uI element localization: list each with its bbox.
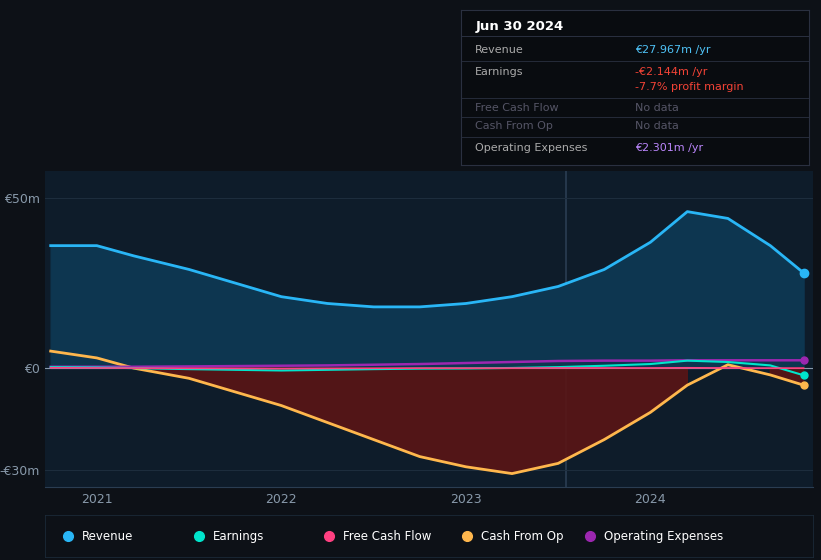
Text: Revenue: Revenue xyxy=(82,530,133,543)
Text: Free Cash Flow: Free Cash Flow xyxy=(343,530,431,543)
Text: Revenue: Revenue xyxy=(475,45,524,55)
Text: Free Cash Flow: Free Cash Flow xyxy=(475,102,559,113)
Text: -7.7% profit margin: -7.7% profit margin xyxy=(635,82,744,92)
Text: €2.301m /yr: €2.301m /yr xyxy=(635,143,703,153)
Text: Operating Expenses: Operating Expenses xyxy=(604,530,723,543)
Text: Jun 30 2024: Jun 30 2024 xyxy=(475,20,563,34)
Text: No data: No data xyxy=(635,102,679,113)
Text: -€2.144m /yr: -€2.144m /yr xyxy=(635,67,708,77)
Text: €27.967m /yr: €27.967m /yr xyxy=(635,45,710,55)
Text: Earnings: Earnings xyxy=(213,530,264,543)
Text: Operating Expenses: Operating Expenses xyxy=(475,143,588,153)
Text: Cash From Op: Cash From Op xyxy=(475,122,553,131)
Text: No data: No data xyxy=(635,122,679,131)
Text: Cash From Op: Cash From Op xyxy=(481,530,564,543)
Text: Earnings: Earnings xyxy=(475,67,524,77)
